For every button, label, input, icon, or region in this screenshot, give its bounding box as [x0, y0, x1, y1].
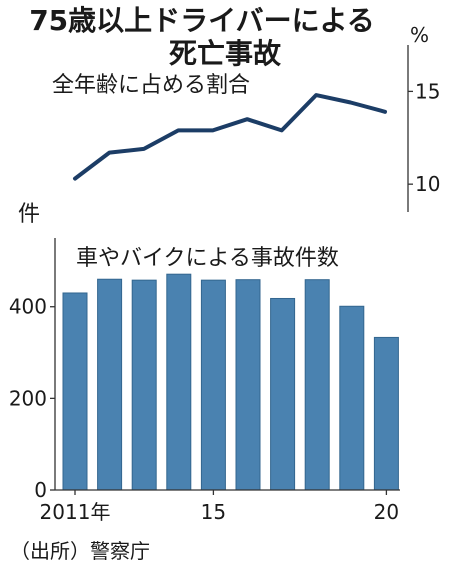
bar [305, 280, 329, 490]
bar [340, 306, 364, 490]
line-y-tick-label: 15 [415, 79, 440, 103]
bar-y-tick-label: 400 [9, 295, 47, 319]
chart-title-line-1: 75歳以上ドライバーによる [29, 4, 375, 37]
chart-title-line-2: 死亡事故 [169, 37, 281, 70]
bar-x-tick-label: 2011年 [40, 500, 111, 524]
bar [236, 280, 260, 490]
bar-y-tick-label: 0 [34, 478, 47, 502]
bar [201, 280, 225, 490]
bar-x-tick-label: 20 [374, 500, 399, 524]
line-unit-label: % [410, 23, 429, 47]
bar-chart-subtitle: 車やバイクによる事故件数 [76, 246, 339, 271]
line-y-tick-label: 10 [415, 172, 440, 196]
bar [132, 280, 156, 490]
bar-unit-label: 件 [18, 202, 40, 227]
bar-y-tick-label: 200 [9, 386, 47, 410]
line-series [75, 95, 385, 179]
bar [98, 279, 122, 490]
bar [271, 298, 295, 490]
bar [374, 337, 398, 490]
source-note: （出所）警察庁 [10, 539, 150, 563]
bar [167, 274, 191, 490]
line-chart-subtitle: 全年齢に占める割合 [52, 73, 250, 98]
line-chart: 10 15 [75, 45, 440, 212]
bar-x-tick-label: 15 [201, 500, 226, 524]
bar [63, 293, 87, 490]
bar-chart: 0 200 400 2011年 15 20 [9, 238, 400, 524]
